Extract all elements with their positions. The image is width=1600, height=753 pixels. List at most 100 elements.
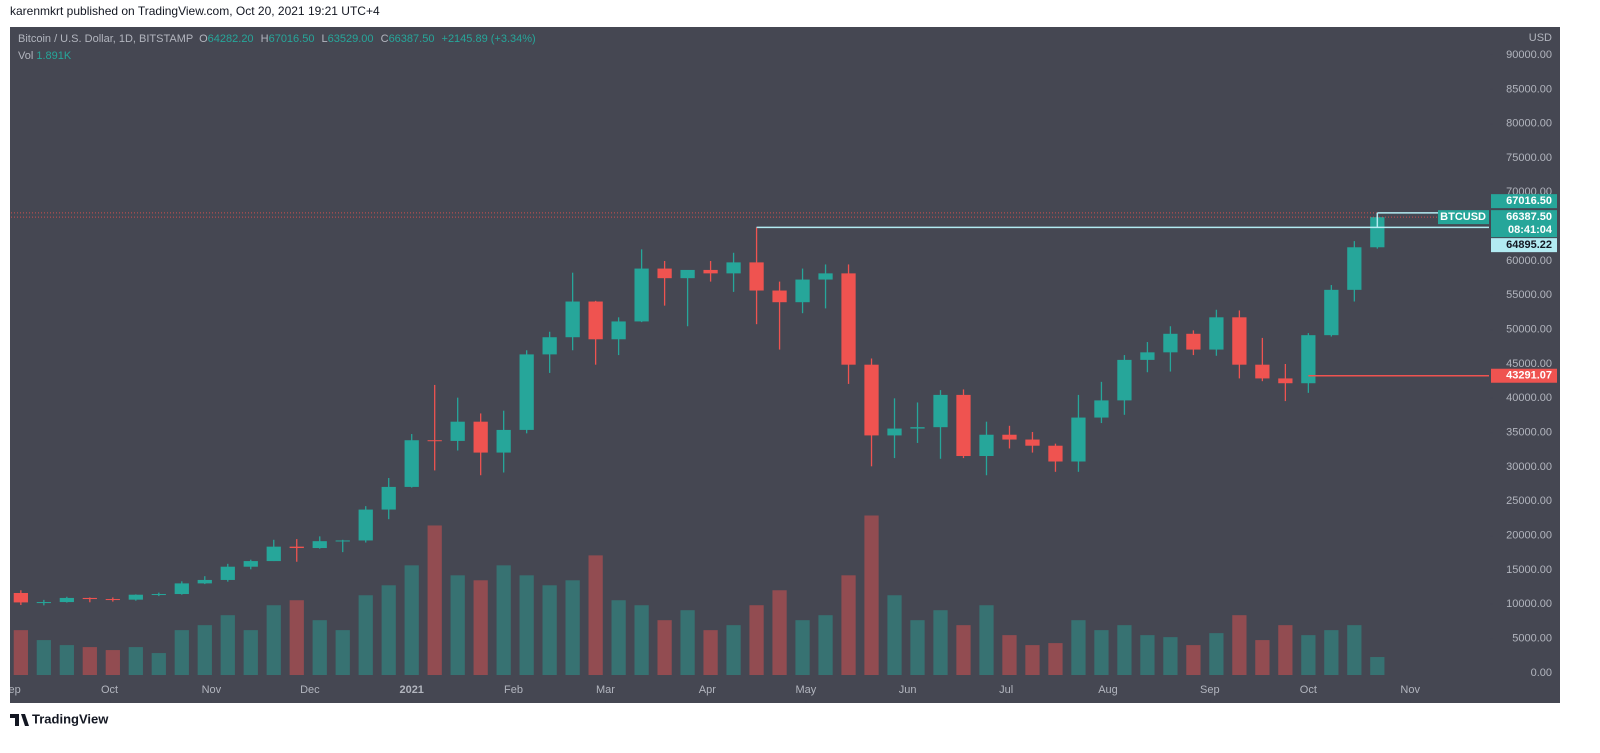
candle-body — [657, 268, 672, 279]
candle-body — [243, 561, 258, 567]
volume-bar — [1370, 657, 1385, 675]
candle-body — [841, 273, 856, 365]
low-value: 63529.00 — [327, 33, 374, 45]
x-tick-label: Nov — [202, 684, 222, 696]
volume-bar — [289, 600, 304, 675]
volume-bar — [1025, 645, 1040, 675]
candle-body — [772, 290, 787, 303]
volume-bar — [611, 600, 626, 675]
volume-bar — [910, 620, 925, 675]
candle-body — [519, 354, 534, 430]
candle-body — [1025, 439, 1040, 446]
volume-bar — [749, 605, 764, 675]
volume-bar — [1140, 635, 1155, 675]
volume-bar — [1301, 635, 1316, 675]
candle-body — [1301, 335, 1316, 384]
volume-bar — [358, 595, 373, 675]
y-tick-label: 10000.00 — [1506, 598, 1552, 610]
candle-body — [289, 546, 304, 549]
candle-body — [496, 429, 511, 453]
level-tag: 64895.22 — [1506, 239, 1552, 251]
y-tick-label: 35000.00 — [1506, 427, 1552, 439]
currency-label: USD — [1529, 32, 1552, 44]
volume-bar — [956, 625, 971, 675]
candle-body — [59, 597, 74, 603]
volume-bar — [1048, 643, 1063, 675]
volume-bar — [1347, 625, 1362, 675]
high-tag: 67016.50 — [1506, 195, 1552, 207]
volume-bar — [565, 580, 580, 675]
candle-body — [358, 509, 373, 541]
x-tick-label: 2021 — [399, 684, 423, 696]
volume-name: Vol — [18, 50, 34, 62]
published-note: karenmkrt published on TradingView.com, … — [10, 4, 380, 18]
volume-bar — [979, 605, 994, 675]
x-tick-label: Sep — [1, 684, 21, 696]
y-tick-label: 85000.00 — [1506, 83, 1552, 95]
symbol-tag: BTCUSD — [1440, 211, 1486, 223]
x-tick-label: Jun — [899, 684, 917, 696]
close-tag-bg — [1491, 210, 1557, 225]
candle-body — [703, 269, 718, 274]
open-value: 64282.20 — [207, 33, 254, 45]
level-tag-bg — [1491, 238, 1557, 253]
volume-bar — [519, 575, 534, 675]
candle-body — [542, 337, 557, 355]
y-tick-label: 90000.00 — [1506, 49, 1552, 61]
brand-logo — [10, 714, 29, 726]
volume-bar — [588, 555, 603, 675]
candle-body — [726, 262, 741, 274]
x-tick-label: Sep — [1200, 684, 1220, 696]
volume-bar — [542, 585, 557, 675]
candle-body — [1278, 378, 1293, 384]
volume-bar — [933, 610, 948, 675]
volume-bar — [220, 615, 235, 675]
volume-bar — [174, 630, 189, 675]
candle-body — [611, 321, 626, 340]
candle-body — [36, 602, 51, 604]
volume-bar — [1094, 630, 1109, 675]
volume-bar — [1232, 615, 1247, 675]
volume-bar — [59, 645, 74, 675]
y-tick-label: 40000.00 — [1506, 392, 1552, 404]
candle-body — [220, 566, 235, 580]
candle-body — [910, 427, 925, 429]
candle-body — [818, 273, 833, 280]
volume-info: Vol 1.891K — [18, 50, 75, 62]
volume-bar — [266, 605, 281, 675]
level-tag-bg — [1491, 368, 1557, 383]
volume-bar — [887, 595, 902, 675]
high-letter: H — [260, 33, 269, 45]
symbol-tag-bg — [1438, 210, 1489, 225]
candle-body — [1094, 400, 1109, 418]
volume-bar — [404, 565, 419, 675]
symbol-info: Bitcoin / U.S. Dollar, 1D, BITSTAMP O642… — [18, 33, 540, 45]
candle-body — [82, 597, 97, 600]
volume-bar — [1071, 620, 1086, 675]
x-tick-label: Dec — [300, 684, 320, 696]
y-tick-label: 45000.00 — [1506, 358, 1552, 370]
candle-body — [105, 599, 120, 601]
x-tick-label: Oct — [1300, 684, 1317, 696]
volume-bar — [1255, 640, 1270, 675]
volume-bar — [657, 620, 672, 675]
volume-bar — [128, 647, 143, 675]
x-tick-label: Apr — [699, 684, 716, 696]
y-tick-label: 20000.00 — [1506, 530, 1552, 542]
volume-bar — [1002, 635, 1017, 675]
candle-body — [335, 540, 350, 542]
y-tick-label: 5000.00 — [1512, 633, 1552, 645]
plot-area: Sep Oct Nov Dec 2021 Feb Mar Apr May Jun Jul Aug Sep… — [1, 212, 1489, 703]
close-value: 66387.50 — [388, 33, 435, 45]
logo-mark — [10, 714, 29, 726]
candle-body — [933, 394, 948, 428]
volume-bar — [243, 630, 258, 675]
candle-body — [795, 279, 810, 303]
volume-bar — [841, 575, 856, 675]
volume-bar — [381, 585, 396, 675]
candle-body — [864, 364, 879, 436]
volume-bar — [795, 620, 810, 675]
volume-bar — [197, 625, 212, 675]
